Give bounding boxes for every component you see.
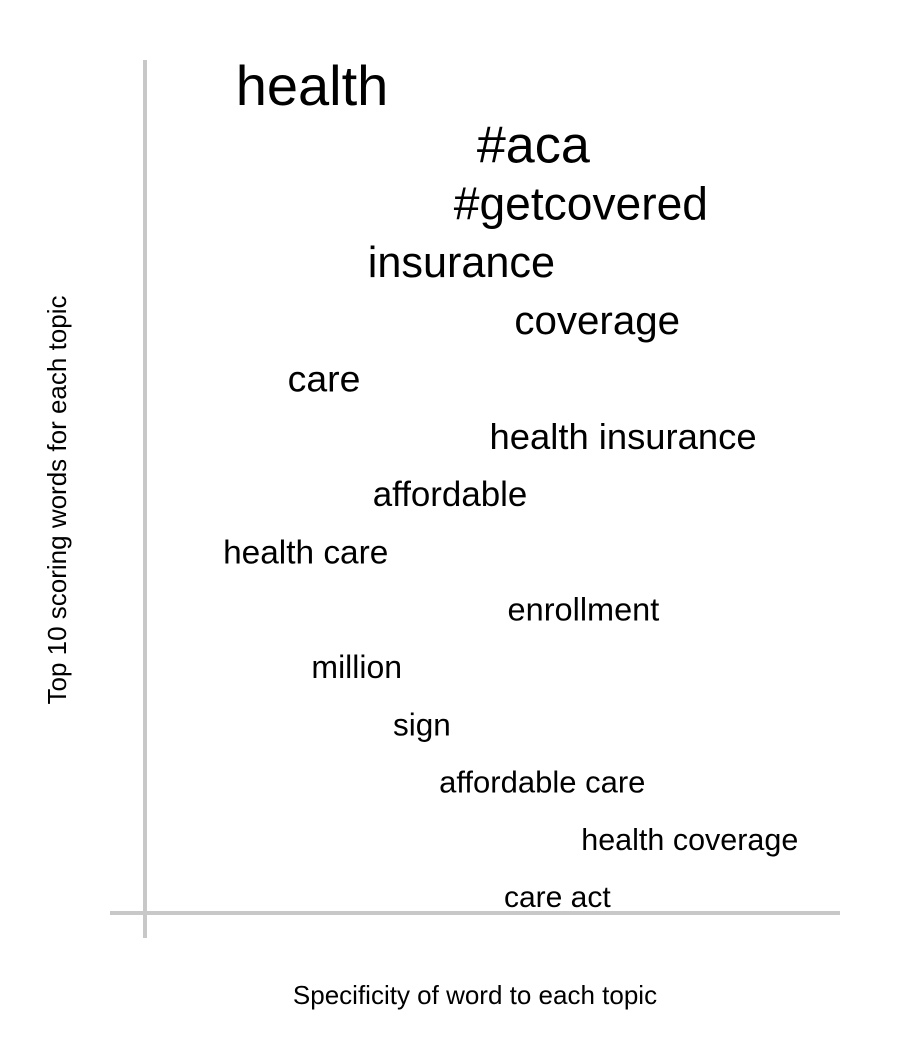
word-label: million [311,649,402,685]
word-label: insurance [368,239,555,287]
word-label: health coverage [581,823,798,857]
word-label: affordable [373,475,528,514]
word-label: enrollment [508,592,660,628]
word-label: care act [504,881,611,914]
word-label: sign [393,706,451,742]
word-label: #getcovered [454,178,708,230]
word-label: health insurance [490,416,757,457]
word-label: health [236,54,389,117]
word-label: #aca [477,116,590,174]
word-labels-group: health #aca#getcovered insurance coverage ca… [223,54,798,914]
y-axis-title: Top 10 scoring words for each topic [42,296,72,705]
word-label: care [288,358,361,400]
word-label: coverage [514,298,680,343]
word-label: health care [223,534,388,571]
word-label: affordable care [439,765,645,800]
x-axis-title: Specificity of word to each topic [293,980,657,1010]
